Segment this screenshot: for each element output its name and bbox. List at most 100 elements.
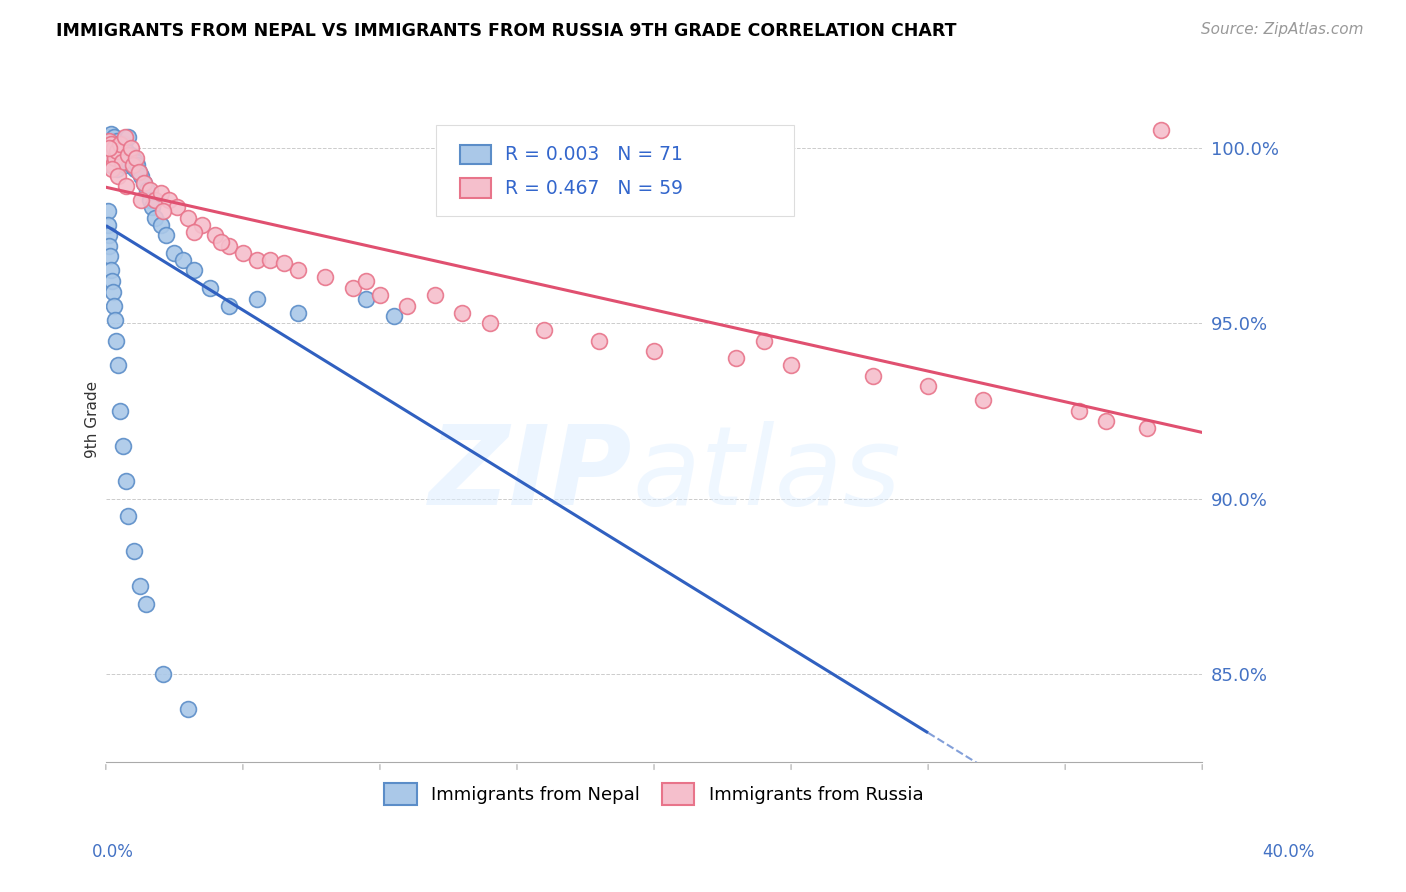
Point	[107, 358, 129, 372]
Point	[111, 147, 134, 161]
Point	[149, 186, 172, 201]
Point	[1067, 404, 1090, 418]
Point	[100, 263, 122, 277]
Point	[972, 393, 994, 408]
Point	[382, 309, 405, 323]
Point	[396, 299, 419, 313]
Text: 0.0%: 0.0%	[91, 843, 134, 861]
Point	[97, 218, 120, 232]
Point	[122, 151, 145, 165]
Point	[103, 144, 125, 158]
Point	[108, 144, 131, 158]
Point	[100, 127, 122, 141]
Point	[117, 130, 139, 145]
Point	[127, 158, 149, 172]
Text: R = 0.467   N = 59: R = 0.467 N = 59	[505, 178, 683, 198]
Point	[96, 203, 118, 218]
Point	[125, 151, 148, 165]
Point	[287, 263, 309, 277]
Point	[98, 141, 121, 155]
Point	[172, 252, 194, 267]
Point	[1136, 421, 1159, 435]
Point	[136, 183, 159, 197]
Point	[314, 270, 336, 285]
Point	[478, 316, 501, 330]
Point	[177, 702, 200, 716]
Point	[128, 165, 150, 179]
Point	[166, 200, 188, 214]
Point	[107, 137, 129, 152]
Point	[103, 299, 125, 313]
Point	[110, 141, 132, 155]
Point	[917, 379, 939, 393]
Text: ZIP: ZIP	[429, 421, 633, 528]
Point	[141, 200, 163, 214]
Point	[122, 158, 145, 172]
Point	[177, 211, 200, 225]
Point	[134, 176, 156, 190]
Point	[533, 323, 555, 337]
Point	[114, 158, 136, 172]
Point	[98, 141, 121, 155]
Point	[115, 144, 138, 158]
Text: 40.0%: 40.0%	[1263, 843, 1315, 861]
Point	[131, 194, 153, 208]
Point	[111, 154, 134, 169]
Point	[131, 169, 153, 183]
Point	[118, 154, 141, 169]
Point	[108, 151, 131, 165]
Point	[232, 246, 254, 260]
Point	[117, 147, 139, 161]
Point	[120, 141, 142, 155]
Point	[100, 137, 122, 152]
Point	[115, 179, 138, 194]
Point	[125, 154, 148, 169]
Point	[191, 218, 214, 232]
Point	[752, 334, 775, 348]
Point	[1095, 414, 1118, 428]
Point	[107, 169, 129, 183]
Point	[143, 194, 166, 208]
Point	[104, 141, 127, 155]
Point	[862, 368, 884, 383]
Point	[104, 334, 127, 348]
Point	[103, 141, 125, 155]
Point	[354, 274, 377, 288]
Point	[98, 239, 121, 253]
Point	[138, 183, 160, 197]
Point	[138, 194, 160, 208]
Point	[354, 292, 377, 306]
Point	[108, 137, 131, 152]
Point	[134, 176, 156, 190]
Point	[218, 299, 240, 313]
Point	[120, 147, 142, 161]
Point	[101, 158, 124, 172]
Point	[101, 285, 124, 299]
Point	[209, 235, 232, 250]
Point	[98, 134, 121, 148]
Point	[114, 474, 136, 488]
Text: atlas: atlas	[633, 421, 901, 528]
Legend: Immigrants from Nepal, Immigrants from Russia: Immigrants from Nepal, Immigrants from R…	[375, 774, 932, 814]
Point	[246, 252, 269, 267]
Point	[105, 147, 128, 161]
Point	[259, 252, 281, 267]
Point	[101, 137, 124, 152]
Point	[101, 274, 124, 288]
Point	[183, 263, 205, 277]
Point	[780, 358, 803, 372]
Point	[121, 158, 143, 172]
Point	[423, 288, 446, 302]
Point	[643, 344, 665, 359]
Point	[104, 312, 127, 326]
Point	[588, 334, 610, 348]
Point	[198, 281, 221, 295]
Point	[246, 292, 269, 306]
Point	[1150, 123, 1173, 137]
Point	[103, 130, 125, 145]
Point	[725, 351, 748, 366]
Point	[152, 667, 174, 681]
Point	[128, 165, 150, 179]
Point	[273, 256, 295, 270]
Point	[451, 305, 474, 319]
